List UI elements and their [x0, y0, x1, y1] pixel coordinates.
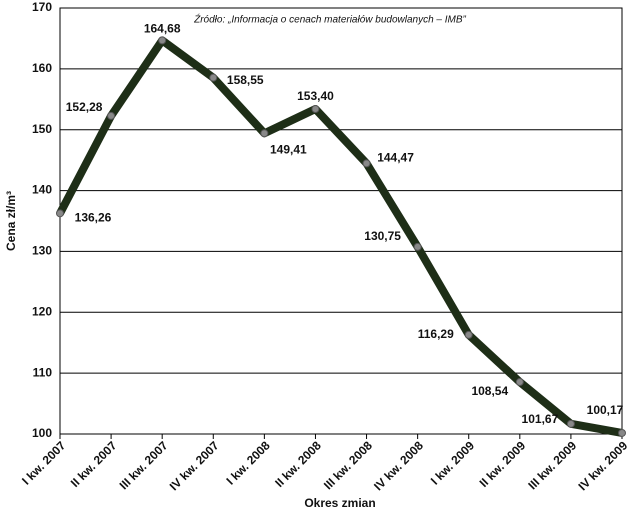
- x-tick-label: III kw. 2007: [117, 438, 171, 492]
- data-point: [260, 129, 269, 138]
- data-point: [107, 111, 116, 120]
- data-point: [566, 419, 575, 428]
- x-tick-label: IV kw. 2009: [575, 438, 629, 493]
- data-point: [158, 36, 167, 45]
- y-tick-label: 100: [32, 426, 52, 440]
- data-point: [515, 378, 524, 387]
- data-point: [464, 330, 473, 339]
- value-label: 149,41: [270, 142, 307, 156]
- data-line: [56, 36, 623, 437]
- source-note: Źródło: „Informacja o cenach materiałów …: [193, 13, 466, 26]
- y-axis-label: Cena zł/m³: [4, 191, 18, 251]
- value-label: 164,68: [144, 22, 181, 36]
- value-label: 136,26: [75, 211, 112, 225]
- y-tick-label: 170: [32, 0, 52, 14]
- y-tick-label: 110: [33, 365, 53, 379]
- value-label: 116,29: [418, 327, 454, 341]
- x-tick-label: II kw. 2009: [477, 438, 529, 490]
- x-tick-label: II kw. 2007: [68, 438, 120, 490]
- x-tick-label: I kw. 2009: [428, 438, 477, 487]
- data-point: [618, 428, 626, 437]
- value-label: 144,47: [377, 151, 414, 165]
- value-label: 152,28: [66, 100, 103, 114]
- x-tick-label: IV kw. 2008: [371, 438, 426, 493]
- value-label: 153,40: [297, 89, 334, 103]
- y-tick-label: 120: [32, 304, 52, 318]
- x-axis-label: Okres zmian: [304, 496, 375, 510]
- x-tick-label: III kw. 2009: [525, 438, 579, 492]
- y-tick-label: 140: [32, 183, 52, 197]
- x-tick-label: I kw. 2007: [19, 438, 68, 487]
- data-point: [311, 105, 320, 114]
- value-label: 130,75: [364, 229, 401, 243]
- x-tick-label: IV kw. 2007: [167, 438, 222, 493]
- y-tick-label: 130: [32, 244, 52, 258]
- x-tick-label: I kw. 2008: [224, 438, 273, 487]
- value-label: 108,54: [471, 384, 508, 398]
- value-label: 158,55: [227, 73, 264, 87]
- data-point: [413, 242, 422, 251]
- value-label: 101,67: [522, 412, 559, 426]
- y-tick-label: 150: [32, 122, 52, 136]
- x-tick-label: III kw. 2008: [321, 438, 375, 492]
- y-tick-label: 160: [32, 61, 52, 75]
- data-point: [209, 73, 218, 82]
- data-point: [362, 159, 371, 168]
- data-point: [56, 209, 64, 218]
- x-tick-label: II kw. 2008: [272, 438, 324, 490]
- value-label: 100,17: [587, 403, 624, 417]
